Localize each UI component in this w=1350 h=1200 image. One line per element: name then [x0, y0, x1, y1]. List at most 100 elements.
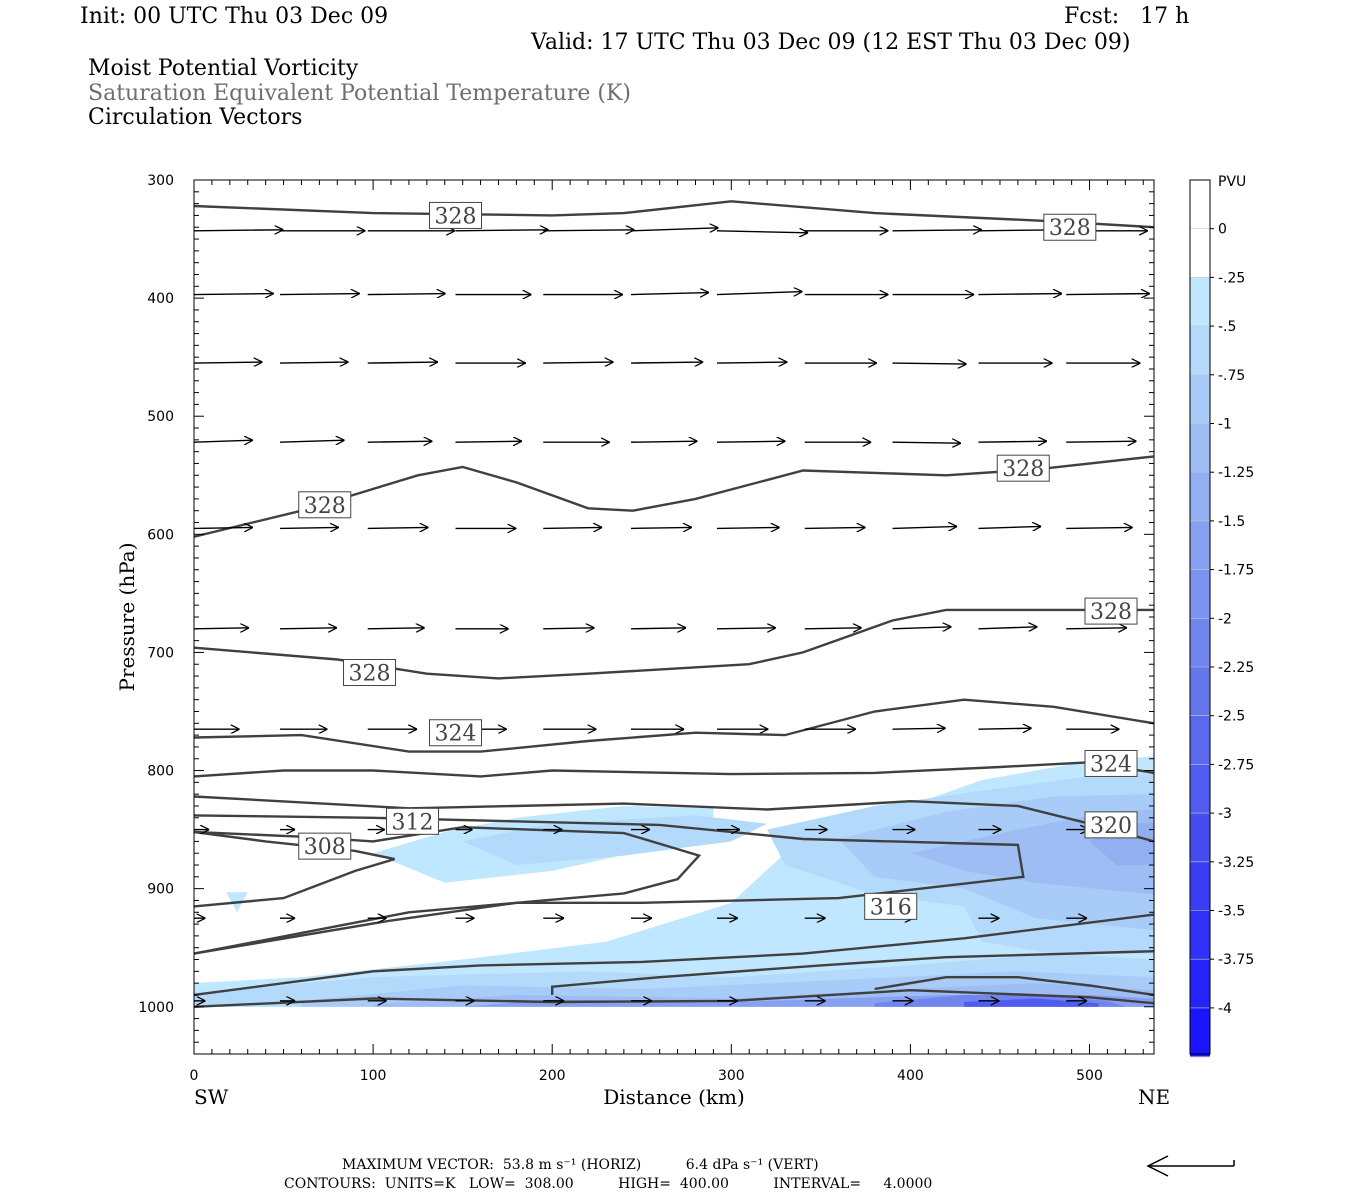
colorbar-swatch: [1190, 326, 1210, 376]
circulation-vector: [194, 628, 249, 629]
y-tick-label: 700: [147, 645, 174, 661]
circulation-vector: [631, 628, 686, 629]
contour-label-box: [996, 454, 1050, 482]
colorbar-swatch: [1190, 764, 1210, 814]
circulation-vector: [804, 628, 862, 629]
contour-label: 328: [1049, 216, 1091, 241]
circulation-vector: [279, 527, 339, 528]
theta-es-contour: [194, 698, 1154, 753]
x-end-label-left: SW: [194, 1085, 229, 1109]
contour-label-box: [1084, 749, 1138, 777]
contour-label-box: [428, 201, 482, 229]
pv-shading: [194, 756, 1154, 1007]
colorbar-tick-label: 0: [1218, 222, 1227, 238]
colorbar-swatch: [1190, 618, 1210, 668]
colorbar-tick-label: -2: [1218, 611, 1232, 627]
circulation-vector: [630, 228, 718, 231]
x-tick-label: 400: [897, 1068, 924, 1084]
pv-colorbar: 0 -.25 -.5 -.75 -1 -1.25 -1.5 -1.75 -2 -2.25 -2.5 -…: [1189, 179, 1254, 1058]
circulation-vector: [978, 526, 1041, 528]
circulation-vector: [892, 526, 958, 528]
contour-label: 328: [1090, 600, 1132, 625]
circulation-vector: [194, 527, 253, 528]
contour-label-box: [864, 892, 918, 920]
circulation-vector: [716, 441, 785, 442]
circulation-vector: [367, 628, 425, 629]
colorbar-swatch: [1190, 569, 1210, 619]
contour-label-box: [298, 491, 352, 519]
colorbar-swatch: [1190, 910, 1210, 960]
circulation-vector: [279, 294, 360, 295]
colorbar-tick-label: -3.5: [1218, 904, 1245, 920]
y-tick-label: 1000: [138, 1000, 174, 1016]
circulation-vector: [716, 527, 780, 528]
circulation-vector: [279, 440, 345, 442]
colorbar-swatch: [1190, 472, 1210, 522]
theta-es-contour: [194, 913, 1154, 997]
field-title-vectors: Circulation Vectors: [88, 105, 303, 130]
circulation-vector: [543, 527, 602, 528]
y-tick-label: 600: [147, 527, 174, 543]
circulation-vector: [631, 362, 703, 363]
circulation-vector: [455, 230, 548, 231]
circulation-vector: [978, 294, 1062, 295]
x-tick-label: 500: [1076, 1068, 1103, 1084]
circulation-vector: [716, 292, 803, 295]
theta-es-contour: [194, 200, 1154, 229]
circulation-vector: [978, 441, 1046, 442]
contour-label: 312: [392, 810, 434, 835]
circulation-vector: [194, 440, 253, 442]
y-tick-label: 300: [147, 173, 174, 189]
contour-label: 320: [1090, 814, 1132, 839]
circulation-vector: [194, 294, 274, 295]
x-axis-label: Distance (km): [603, 1085, 745, 1109]
circulation-vector: [367, 441, 433, 442]
colorbar-tick-label: -3: [1218, 806, 1232, 822]
colorbar-frame: [1189, 179, 1211, 1055]
circulation-vector: [892, 728, 946, 729]
theta-es-contour: [874, 976, 1154, 997]
y-axis-label: Pressure (hPa): [115, 543, 139, 692]
colorbar-swatch: [1190, 374, 1210, 424]
x-tick-label: 0: [190, 1068, 199, 1084]
circulation-vector: [892, 627, 952, 629]
circulation-vector: [455, 441, 522, 442]
y-tick-label: 400: [147, 291, 174, 307]
field-title-theta-es: Saturation Equivalent Potential Temperat…: [88, 81, 631, 106]
circulation-vector: [279, 362, 348, 363]
colorbar-swatch: [1190, 277, 1210, 327]
colorbar-tick-label: -1.5: [1218, 514, 1245, 530]
circulation-vector: [367, 527, 429, 528]
colorbar-swatch: [1190, 813, 1210, 863]
x-tick-label: 100: [360, 1068, 387, 1084]
colorbar-swatch: [1190, 1007, 1210, 1058]
theta-es-contour: [194, 608, 1154, 680]
colorbar-swatch: [1190, 667, 1210, 717]
colorbar-swatch: [1190, 959, 1210, 1009]
theta-es-contour: [194, 795, 1154, 843]
colorbar-tick-label: -3.75: [1218, 952, 1254, 968]
circulation-vector: [630, 293, 709, 295]
theta-es-contour: [551, 950, 1154, 995]
init-time: Init: 00 UTC Thu 03 Dec 09: [80, 4, 389, 29]
circulation-vector: [1066, 628, 1127, 629]
pv-region: [1089, 822, 1154, 866]
circulation-vector: [978, 728, 1031, 729]
circulation-vector: [716, 362, 787, 363]
circulation-vector: [978, 627, 1037, 629]
colorbar-swatch: [1190, 520, 1210, 571]
contour-label: 328: [434, 204, 476, 229]
circulation-vector: [631, 527, 692, 528]
colorbar-tick-label: -1: [1218, 417, 1232, 433]
forecast-hour: Fcst: 17 h: [1064, 4, 1190, 29]
contour-labels: 328 328 328 328 328 328 324 324 320 316 312 308: [298, 201, 1138, 920]
contour-label-box: [1084, 597, 1138, 625]
contour-label-box: [298, 832, 352, 860]
theta-es-contour: [194, 830, 395, 908]
circulation-vector: [1066, 527, 1133, 528]
contour-label: 328: [304, 494, 346, 519]
contour-label: 308: [304, 835, 346, 860]
circulation-vector: [804, 527, 866, 528]
circulation-vector: [716, 231, 808, 233]
y-tick-label: 800: [147, 764, 174, 780]
